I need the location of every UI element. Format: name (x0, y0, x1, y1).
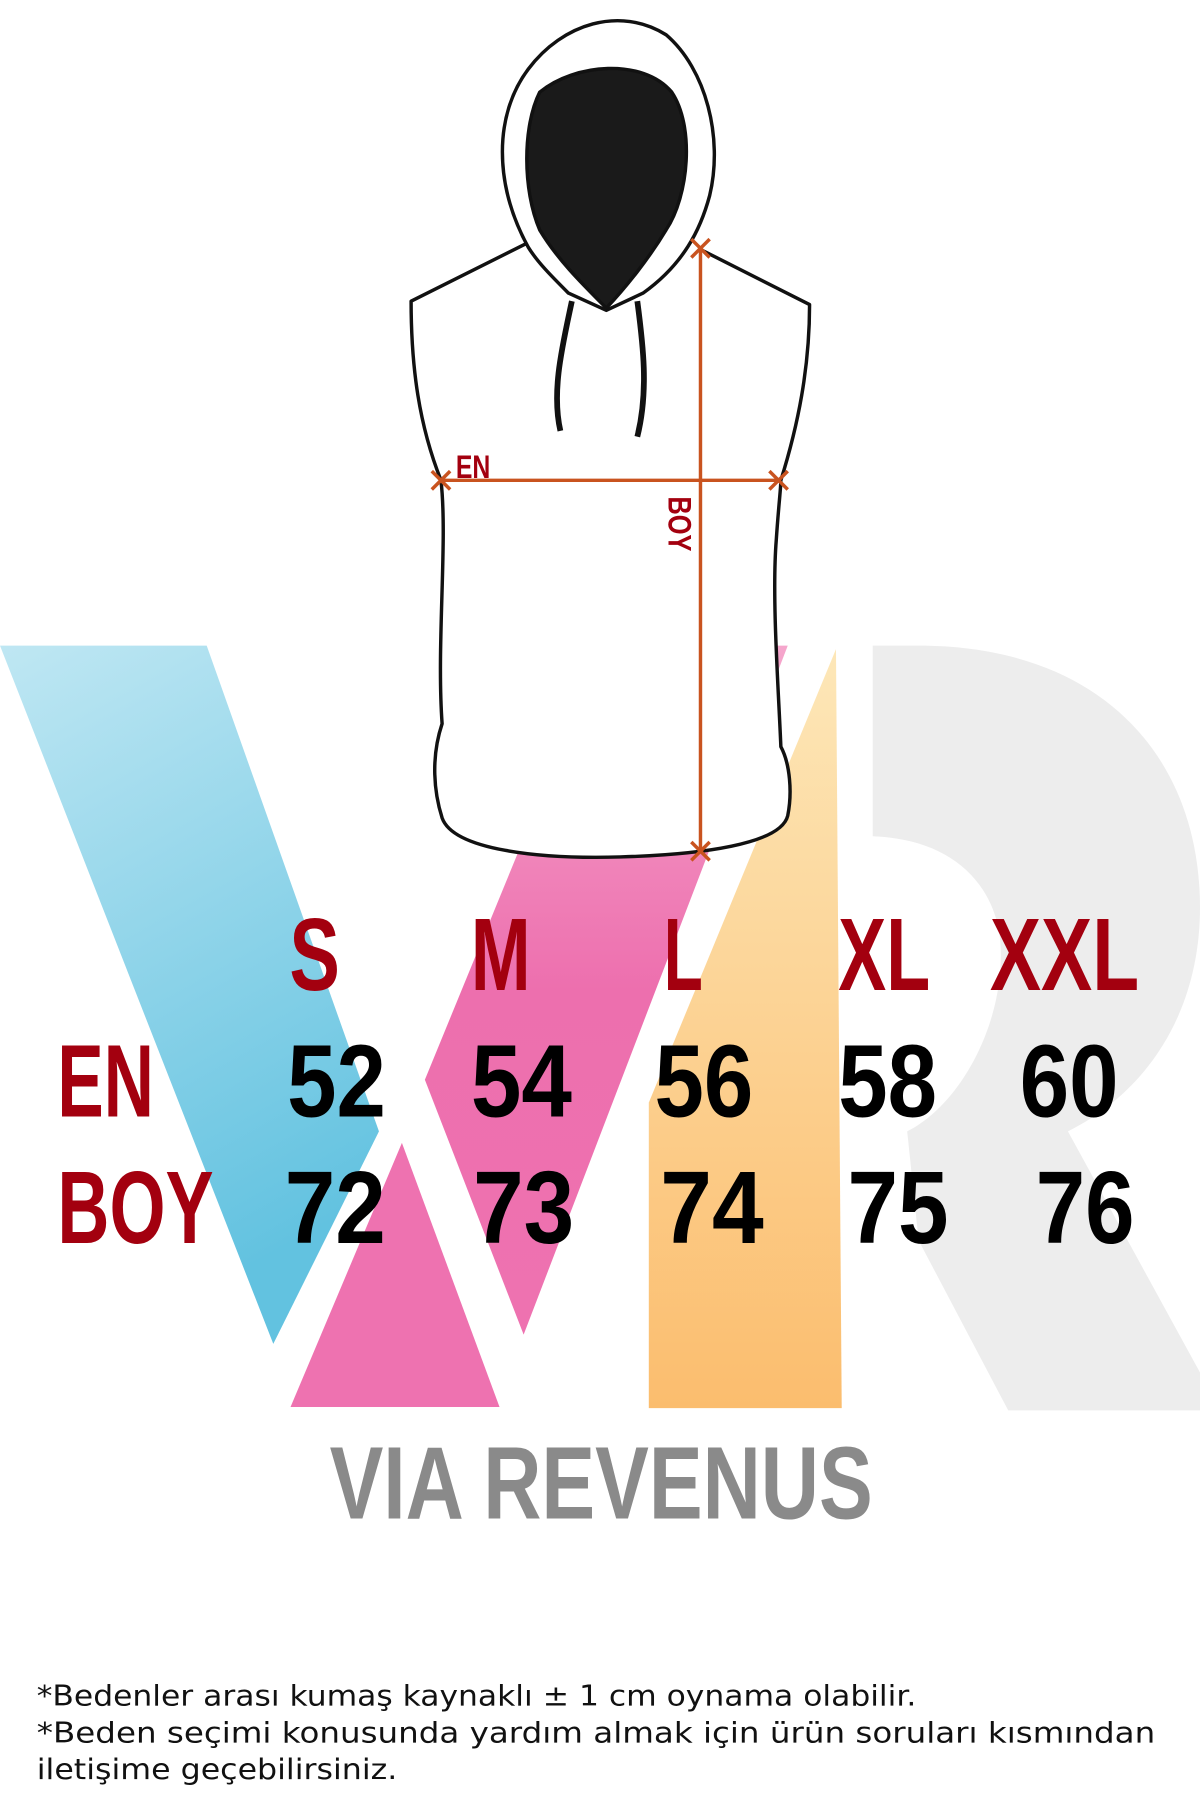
boy-value-m: 73 (473, 1149, 574, 1265)
hood-opening (525, 66, 689, 310)
size-notes: *Bedenler arası kumaş kaynaklı ± 1 cm oy… (37, 1679, 1155, 1786)
size-header-l: L (664, 896, 703, 1012)
note-line-2: *Beden seçimi konusunda yardım almak içi… (37, 1715, 1155, 1749)
note-line-1: *Bedenler arası kumaş kaynaklı ± 1 cm oy… (37, 1679, 917, 1713)
hoodie-illustration (409, 19, 812, 859)
hoodie-body (409, 239, 812, 859)
row-label-en: EN (57, 1022, 153, 1138)
logo-v-cyan-stroke (0, 645, 379, 1344)
boy-value-l: 74 (660, 1149, 763, 1265)
length-label: BOY (661, 496, 697, 551)
measurement-lines (430, 237, 789, 862)
boy-value-s: 72 (285, 1149, 386, 1265)
logo-v-pink-triangle (290, 1142, 500, 1407)
note-line-3: iletişime geçebilirsiniz. (37, 1752, 398, 1786)
width-label: EN (456, 449, 490, 485)
en-value-m: 54 (471, 1022, 572, 1138)
boy-value-xl: 75 (847, 1149, 948, 1265)
en-value-l: 56 (655, 1022, 754, 1138)
row-label-boy: BOY (57, 1149, 213, 1265)
size-header-m: M (471, 896, 531, 1012)
vr-logo (0, 645, 1200, 1411)
size-header-s: S (289, 896, 340, 1012)
boy-value-xxl: 76 (1036, 1149, 1135, 1265)
size-header-xl: XL (838, 896, 930, 1012)
brand-name: VIA REVENUS (330, 1424, 873, 1540)
en-value-xl: 58 (838, 1022, 937, 1138)
drawstring-right (634, 300, 647, 438)
size-header-xxl: XXL (990, 896, 1139, 1012)
cross-marker (430, 237, 789, 862)
drawstring-left (554, 300, 575, 432)
logo-r-orange-stroke (648, 649, 842, 1409)
size-table: S M L XL XXL EN 52 54 56 58 60 BOY 72 73… (57, 896, 1139, 1265)
logo-r-grey-bowl (872, 645, 1200, 1411)
en-value-xxl: 60 (1020, 1022, 1119, 1138)
en-value-s: 52 (287, 1022, 386, 1138)
